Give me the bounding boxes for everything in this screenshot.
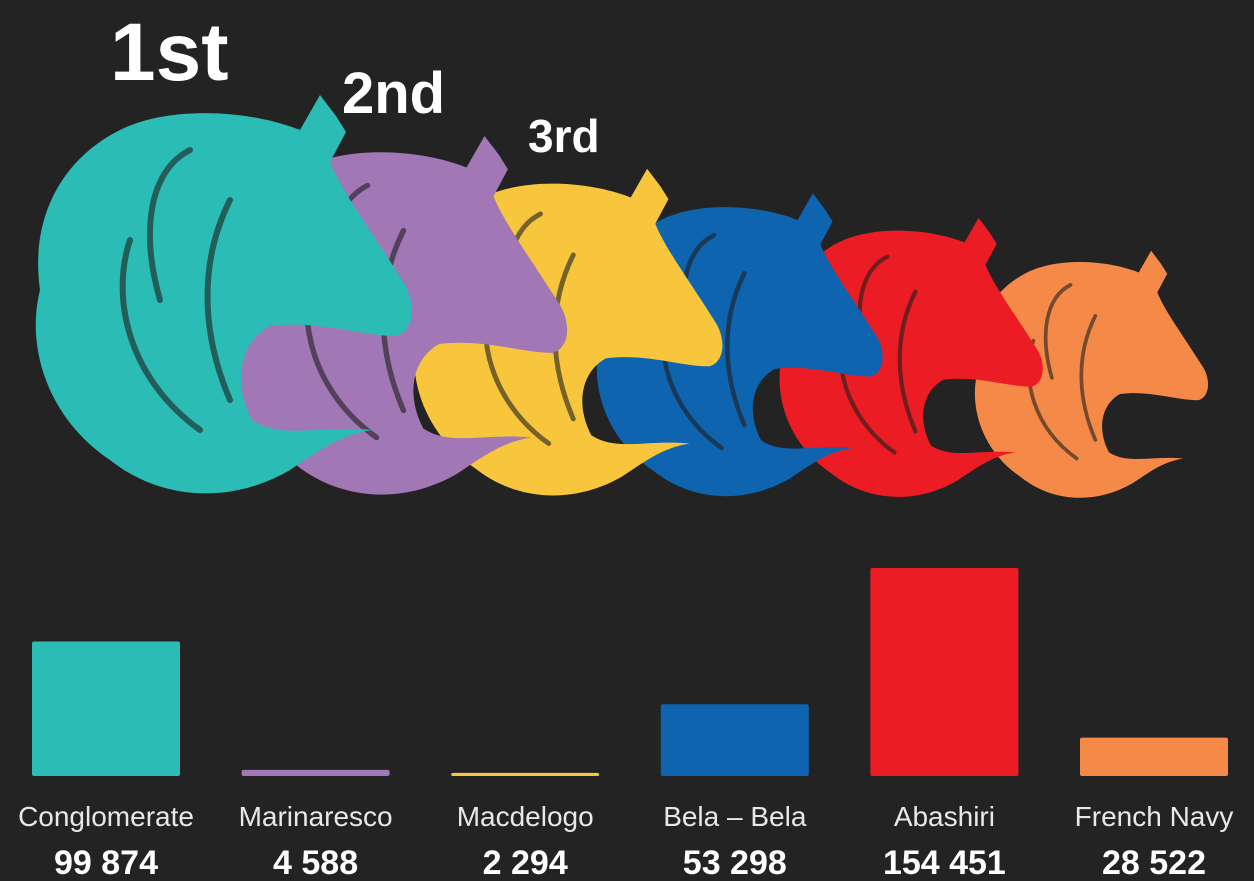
bar: [241, 769, 390, 776]
category-label: Conglomerate: [18, 801, 194, 832]
bar: [451, 772, 600, 776]
bar: [660, 704, 809, 776]
value-label: 154 451: [883, 844, 1006, 881]
rank-label: 2nd: [342, 61, 445, 126]
bar: [870, 568, 1019, 776]
value-label: 4 588: [273, 844, 358, 881]
category-label: Bela – Bela: [663, 801, 807, 832]
value-label: 28 522: [1102, 844, 1206, 881]
value-label: 2 294: [483, 844, 568, 881]
horse-silhouette: [35, 95, 412, 494]
horse-silhouette: [974, 250, 1209, 498]
category-label: Macdelogo: [457, 801, 594, 832]
horse-head: [35, 95, 412, 494]
category-label: French Navy: [1075, 801, 1234, 832]
value-label: 53 298: [683, 844, 787, 881]
horse-mane-line: [119, 147, 233, 433]
horse-silhouette: [779, 218, 1043, 497]
bar: [1080, 737, 1228, 776]
category-label: Abashiri: [894, 801, 995, 832]
bar: [32, 641, 180, 776]
category-label: Marinaresco: [239, 801, 393, 832]
horse-heads: [35, 95, 1209, 498]
rank-label: 3rd: [528, 110, 600, 162]
rank-label: 1st: [110, 7, 229, 98]
value-label: 99 874: [54, 844, 158, 881]
